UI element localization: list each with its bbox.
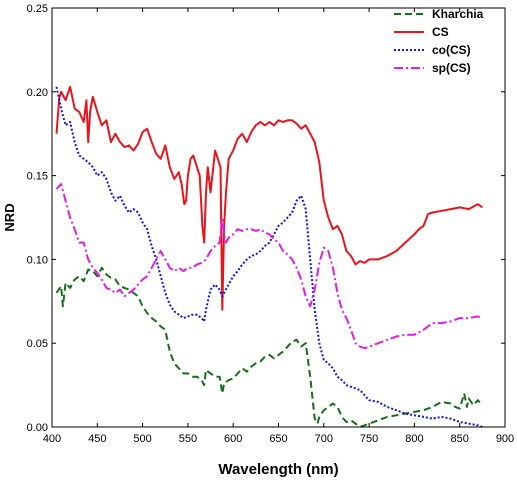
y-tick-label: 0.10 [27,254,48,266]
legend: Kharchia CS co(CS) sp(CS) [394,7,484,75]
y-tick-label: 0.05 [27,338,48,350]
series-line-sp-cs [55,183,483,350]
legend-label: co(CS) [432,43,471,57]
y-axis-title: NRD [2,203,17,231]
y-tick-label: 0.20 [27,87,48,99]
x-tick-label: 400 [43,433,61,445]
y-axis-ticks: 0.00 0.05 0.10 0.15 0.20 0.25 [27,3,505,434]
x-tick-label: 650 [269,433,287,445]
x-tick-label: 900 [496,433,514,445]
x-tick-label: 450 [88,433,106,445]
legend-label: sp(CS) [432,61,471,75]
y-tick-label: 0.25 [27,3,48,15]
y-tick-label: 0.00 [27,422,48,434]
legend-label: Kharchia [432,7,484,21]
x-tick-label: 750 [360,433,378,445]
series-line-kharchia [55,266,484,428]
series-layer [55,85,484,428]
series-line-co-cs [55,86,483,428]
x-axis-ticks: 400 450 500 550 600 650 700 750 800 850 900 [43,8,514,445]
x-tick-label: 850 [451,433,469,445]
x-axis-title: Wavelength (nm) [218,461,338,478]
x-tick-label: 500 [133,433,151,445]
x-tick-label: 800 [405,433,423,445]
x-tick-label: 600 [224,433,242,445]
x-tick-label: 550 [179,433,197,445]
y-tick-label: 0.15 [27,171,48,183]
x-tick-label: 700 [315,433,333,445]
legend-label: CS [432,25,449,39]
